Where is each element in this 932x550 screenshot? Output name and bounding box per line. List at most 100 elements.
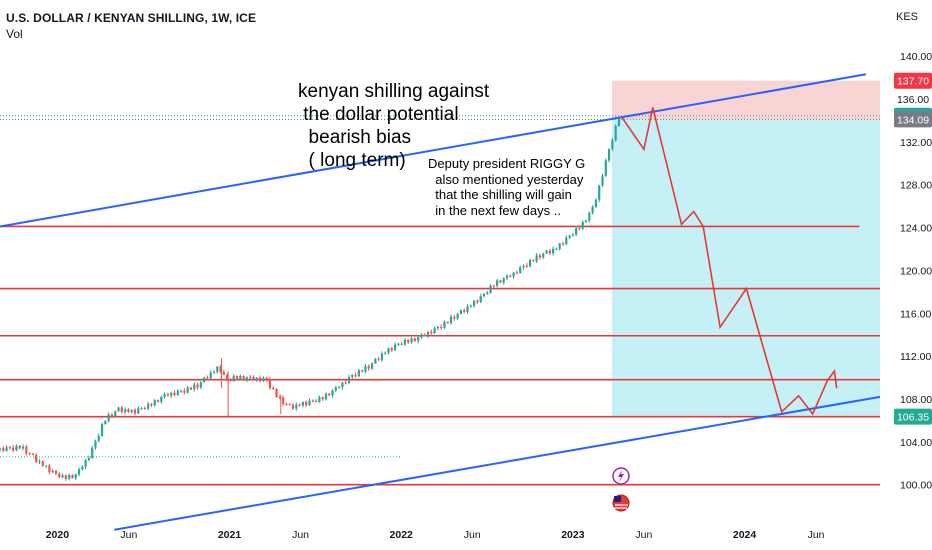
- candle-body: [558, 243, 561, 249]
- candle-body: [555, 248, 558, 250]
- candle-body: [153, 400, 156, 406]
- candle-body: [186, 387, 189, 393]
- candle-body: [479, 296, 482, 303]
- candle-body: [308, 400, 311, 406]
- candle-body: [74, 474, 77, 478]
- candle-body: [575, 228, 578, 235]
- y-tick-label: 120.00: [900, 265, 932, 277]
- candle-body: [140, 408, 143, 410]
- candle-body: [133, 409, 137, 414]
- trendline: [114, 395, 881, 531]
- candle-body: [91, 447, 94, 458]
- candle-body: [124, 409, 127, 413]
- candle-body: [212, 371, 216, 373]
- candle-body: [68, 475, 71, 479]
- candle-body: [617, 118, 621, 126]
- candle-body: [407, 339, 410, 343]
- candle-body: [206, 377, 209, 379]
- annotation-secondary[interactable]: Deputy president RIGGY G also mentioned …: [428, 156, 586, 218]
- candle-body: [120, 407, 123, 413]
- candle-body: [226, 374, 229, 381]
- candle-body: [2, 448, 5, 451]
- candle-body: [440, 326, 443, 328]
- candle-body: [410, 338, 413, 343]
- candle-body: [21, 446, 25, 449]
- candle-body: [104, 420, 107, 425]
- y-tick-label: 108.00: [900, 394, 932, 406]
- candle-body: [489, 285, 492, 293]
- candle-body: [143, 408, 146, 410]
- candles: [0, 117, 621, 481]
- price-label-text: 106.35: [897, 412, 929, 424]
- candle-body: [502, 278, 505, 283]
- candle-body: [97, 435, 100, 441]
- candle-body: [565, 237, 568, 245]
- candle-body: [420, 334, 423, 338]
- candle-body: [285, 403, 288, 405]
- candle-body: [94, 440, 97, 448]
- candle-body: [166, 394, 170, 396]
- candle-body: [538, 255, 542, 258]
- candle-body: [179, 390, 183, 392]
- y-tick-label: 116.00: [900, 308, 931, 320]
- y-tick-label: 100.00: [900, 480, 932, 492]
- candle-body: [229, 380, 232, 382]
- candle-body: [25, 446, 28, 454]
- candle-body: [41, 461, 44, 466]
- candle-body: [393, 344, 397, 351]
- candle-body: [354, 375, 357, 377]
- candle-body: [295, 404, 298, 409]
- symbol-title[interactable]: U.S. DOLLAR / KENYAN SHILLING, 1W, ICE: [6, 11, 257, 25]
- candle-body: [374, 358, 377, 364]
- candle-body: [28, 453, 31, 455]
- candle-body: [321, 397, 324, 400]
- candle-body: [532, 260, 535, 262]
- annotation-main[interactable]: kenyan shilling against the dollar poten…: [298, 81, 490, 171]
- candle-body: [505, 275, 509, 279]
- candle-body: [298, 404, 301, 406]
- candle-body: [48, 465, 51, 473]
- y-tick-label: 140.00: [900, 51, 932, 63]
- candle-body: [15, 445, 18, 451]
- candle-body: [598, 185, 601, 200]
- candle-body: [150, 403, 153, 406]
- price-label-box: [894, 72, 932, 89]
- candle-body: [255, 377, 258, 380]
- candle-body: [100, 424, 104, 436]
- candle-body: [370, 363, 374, 369]
- us-flag-canton: [614, 496, 621, 502]
- y-tick-label: 112.00: [900, 351, 931, 363]
- candle-body: [611, 140, 614, 150]
- currency-unit: KES: [896, 11, 919, 23]
- candle-body: [571, 234, 574, 236]
- candle-body: [463, 310, 466, 312]
- candle-body: [301, 401, 304, 406]
- candle-body: [496, 280, 499, 286]
- candle-body: [77, 469, 81, 475]
- candle-body: [61, 475, 64, 478]
- candle-body: [44, 465, 48, 467]
- x-axis[interactable]: 2020 Jun 2021 Jun 2022 Jun 2023 Jun 2024 Jun: [46, 529, 825, 541]
- price-label-text: 136.00: [897, 94, 929, 106]
- candle-body: [545, 250, 548, 254]
- candle-body: [341, 382, 344, 388]
- indicator-label[interactable]: Vol: [6, 27, 23, 41]
- candle-body: [436, 326, 439, 329]
- candle-body: [156, 400, 160, 402]
- x-tick-label: 2023: [561, 529, 585, 541]
- x-tick-label: 2020: [46, 529, 70, 541]
- candle-body: [331, 390, 334, 396]
- candle-body: [278, 397, 281, 399]
- y-tick-label: 128.00: [900, 180, 932, 192]
- candle-body: [519, 267, 522, 274]
- candle-body: [581, 222, 584, 229]
- x-tick-label: 2022: [390, 529, 414, 541]
- candle-body: [397, 343, 400, 345]
- candle-body: [591, 206, 594, 213]
- candle-body: [430, 331, 433, 334]
- candle-body: [305, 401, 308, 406]
- candle-body: [176, 390, 179, 396]
- candle-body: [268, 379, 272, 388]
- candle-body: [466, 306, 469, 312]
